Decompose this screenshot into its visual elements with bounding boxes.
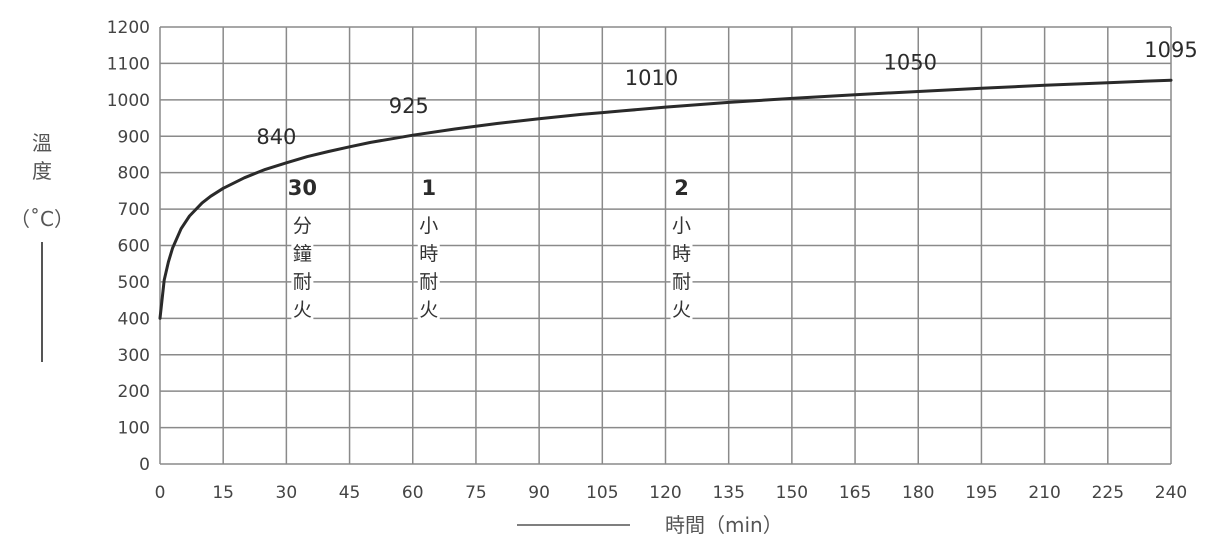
rating-char-backdrop: [291, 297, 314, 322]
x-tick-label: 210: [1028, 483, 1060, 503]
rating-char: 時: [672, 243, 691, 265]
rating-char: 火: [293, 299, 312, 321]
rating-char: 耐: [419, 271, 438, 293]
rating-char-backdrop: [670, 297, 693, 322]
x-tick-label: 0: [155, 483, 166, 503]
x-axis-title: 時間（min）: [517, 513, 783, 537]
rating-char-backdrop: [670, 269, 693, 294]
x-tick-label: 120: [649, 483, 681, 503]
x-tick-label: 60: [402, 483, 424, 503]
rating-char: 分: [293, 215, 312, 237]
rating-char-backdrop: [417, 297, 440, 322]
y-axis-title-char-2: 度: [32, 159, 52, 183]
rating-char: 耐: [672, 271, 691, 293]
rating-char: 火: [419, 299, 438, 321]
x-tick-label: 195: [965, 483, 997, 503]
x-tick-label: 240: [1155, 483, 1187, 503]
x-tick-label: 150: [776, 483, 808, 503]
y-axis-title-unit: （˚C）: [10, 207, 74, 231]
x-tick-label: 90: [528, 483, 550, 503]
rating-char: 火: [672, 299, 691, 321]
rating-number: 1: [421, 176, 436, 200]
y-axis-title-char-1: 溫: [32, 131, 52, 155]
x-tick-label: 225: [1092, 483, 1124, 503]
y-tick-label: 400: [118, 309, 150, 329]
rating-char-backdrop: [417, 213, 440, 238]
y-tick-label: 100: [118, 419, 150, 439]
y-tick-label: 900: [118, 127, 150, 147]
x-axis-title: 時間（min）: [665, 513, 783, 537]
y-tick-label: 200: [118, 382, 150, 402]
rating-char-backdrop: [291, 241, 314, 266]
x-tick-label: 75: [465, 483, 487, 503]
x-tick-label: 30: [276, 483, 298, 503]
y-tick-label: 1000: [107, 91, 150, 111]
temperature-curve: [158, 78, 1173, 320]
x-tick-label: 165: [839, 483, 871, 503]
rating-char-backdrop: [417, 241, 440, 266]
point-labels: 840 925 1010 1050 1095: [256, 38, 1197, 149]
x-tick-label: 45: [339, 483, 361, 503]
x-axis-ticks: 0 15 30 45 60 75 90 105 120 135 150 165 180 195 210 225…: [155, 483, 1188, 503]
rating-char-backdrop: [417, 269, 440, 294]
y-tick-label: 0: [139, 455, 150, 475]
point-label: 1095: [1144, 38, 1197, 62]
point-label: 1050: [884, 51, 937, 75]
point-label: 925: [389, 94, 429, 118]
curve-layer: [158, 78, 1173, 320]
y-axis-title: 溫 度 （˚C）: [10, 131, 74, 362]
y-axis-ticks: 0 100 200 300 400 500 600 700 800 900 1000 1100 1200: [107, 18, 150, 475]
point-label: 840: [256, 125, 296, 149]
rating-number: 2: [674, 176, 689, 200]
rating-char: 鐘: [293, 243, 312, 265]
y-tick-label: 700: [118, 200, 150, 220]
y-tick-label: 300: [118, 346, 150, 366]
rating-char-backdrop: [291, 213, 314, 238]
rating-char-backdrop: [291, 269, 314, 294]
rating-char: 小: [419, 215, 438, 237]
x-tick-label: 15: [212, 483, 234, 503]
grid: [159, 26, 1172, 465]
y-tick-label: 600: [118, 237, 150, 257]
y-tick-label: 1200: [107, 18, 150, 38]
rating-char-backdrop: [670, 241, 693, 266]
rating-char: 耐: [293, 271, 312, 293]
point-label: 1010: [625, 66, 678, 90]
y-tick-label: 1100: [107, 54, 150, 74]
y-tick-label: 500: [118, 273, 150, 293]
x-tick-label: 105: [586, 483, 618, 503]
x-tick-label: 180: [902, 483, 934, 503]
rating-char: 時: [419, 243, 438, 265]
rating-char: 小: [672, 215, 691, 237]
rating-number: 30: [288, 176, 317, 200]
y-tick-label: 800: [118, 164, 150, 184]
rating-char-backdrop: [670, 213, 693, 238]
x-tick-label: 135: [712, 483, 744, 503]
